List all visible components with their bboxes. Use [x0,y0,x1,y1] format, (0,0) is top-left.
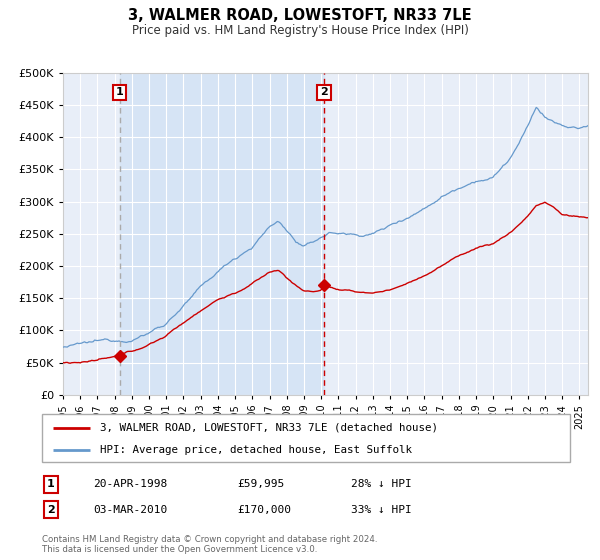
FancyBboxPatch shape [42,414,570,462]
Text: 1: 1 [47,479,55,489]
Text: £59,995: £59,995 [237,479,284,489]
Text: 1: 1 [116,87,124,97]
Text: 3, WALMER ROAD, LOWESTOFT, NR33 7LE (detached house): 3, WALMER ROAD, LOWESTOFT, NR33 7LE (det… [100,423,438,433]
Text: 33% ↓ HPI: 33% ↓ HPI [351,505,412,515]
Text: 2: 2 [47,505,55,515]
Text: £170,000: £170,000 [237,505,291,515]
Text: This data is licensed under the Open Government Licence v3.0.: This data is licensed under the Open Gov… [42,545,317,554]
Text: 28% ↓ HPI: 28% ↓ HPI [351,479,412,489]
Text: 2: 2 [320,87,328,97]
Text: 03-MAR-2010: 03-MAR-2010 [93,505,167,515]
Text: HPI: Average price, detached house, East Suffolk: HPI: Average price, detached house, East… [100,445,412,455]
Bar [119,73,324,395]
Text: Contains HM Land Registry data © Crown copyright and database right 2024.: Contains HM Land Registry data © Crown c… [42,535,377,544]
Text: 3, WALMER ROAD, LOWESTOFT, NR33 7LE: 3, WALMER ROAD, LOWESTOFT, NR33 7LE [128,8,472,24]
Text: 20-APR-1998: 20-APR-1998 [93,479,167,489]
Text: Price paid vs. HM Land Registry's House Price Index (HPI): Price paid vs. HM Land Registry's House … [131,24,469,37]
